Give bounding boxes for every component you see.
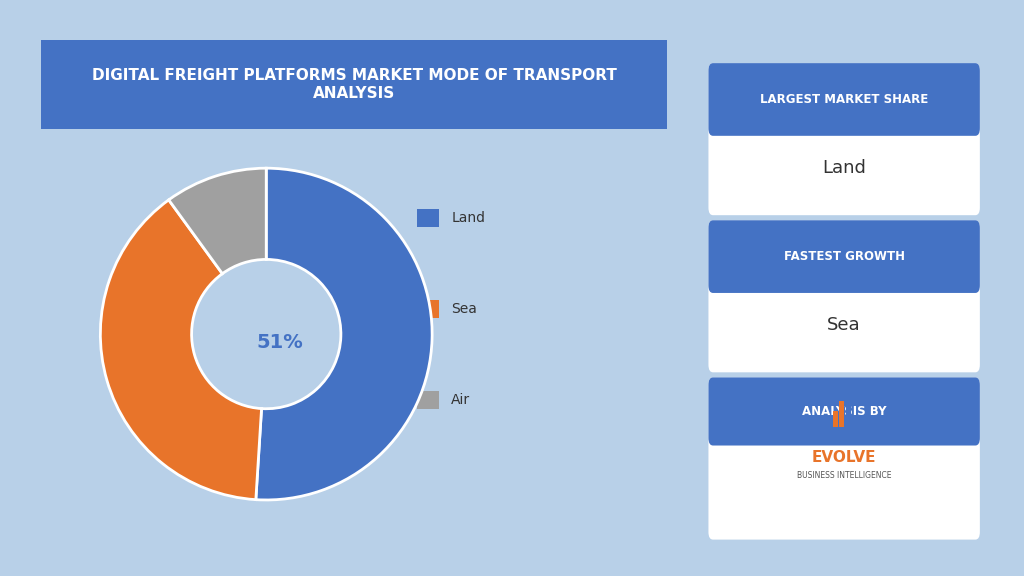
FancyBboxPatch shape — [41, 40, 668, 129]
Text: Air: Air — [452, 393, 470, 407]
Text: Sea: Sea — [827, 316, 861, 334]
Text: FASTEST GROWTH: FASTEST GROWTH — [783, 250, 904, 263]
FancyBboxPatch shape — [709, 377, 980, 540]
Text: Land: Land — [452, 211, 485, 225]
Text: EVOLVE: EVOLVE — [812, 450, 877, 465]
Wedge shape — [100, 200, 261, 499]
FancyBboxPatch shape — [417, 391, 438, 410]
Text: BUSINESS INTELLIGENCE: BUSINESS INTELLIGENCE — [797, 471, 892, 480]
FancyBboxPatch shape — [840, 401, 844, 427]
Text: Sea: Sea — [452, 302, 477, 316]
FancyBboxPatch shape — [833, 411, 838, 427]
FancyBboxPatch shape — [417, 300, 438, 318]
Wedge shape — [169, 168, 266, 274]
Text: DIGITAL FREIGHT PLATFORMS MARKET MODE OF TRANSPORT
ANALYSIS: DIGITAL FREIGHT PLATFORMS MARKET MODE OF… — [92, 69, 616, 101]
FancyBboxPatch shape — [846, 407, 851, 427]
Text: LARGEST MARKET SHARE: LARGEST MARKET SHARE — [760, 93, 929, 106]
FancyBboxPatch shape — [709, 377, 980, 445]
Text: Land: Land — [822, 159, 866, 177]
FancyBboxPatch shape — [709, 220, 980, 372]
FancyBboxPatch shape — [709, 63, 980, 136]
Text: 51%: 51% — [256, 333, 303, 352]
FancyBboxPatch shape — [709, 63, 980, 215]
Wedge shape — [256, 168, 432, 500]
FancyBboxPatch shape — [709, 220, 980, 293]
Text: ANALYSIS BY: ANALYSIS BY — [802, 405, 887, 418]
FancyBboxPatch shape — [417, 209, 438, 227]
